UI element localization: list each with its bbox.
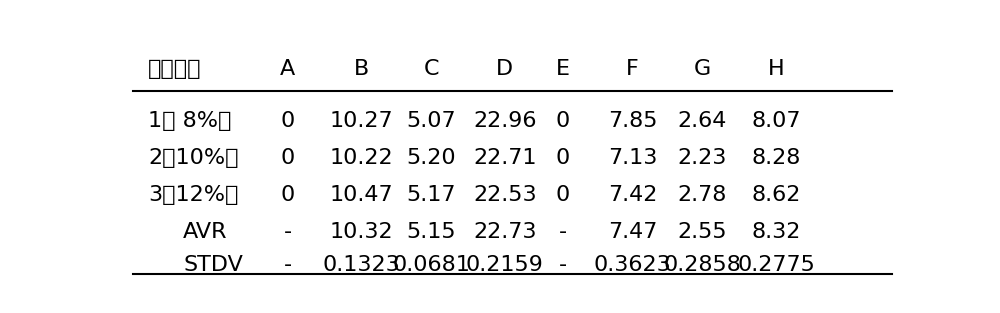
Text: 7.42: 7.42 bbox=[608, 185, 657, 205]
Text: -: - bbox=[284, 255, 292, 275]
Text: 5.07: 5.07 bbox=[406, 111, 456, 131]
Text: 2.78: 2.78 bbox=[678, 185, 727, 205]
Text: 0.2775: 0.2775 bbox=[737, 255, 815, 275]
Text: 7.85: 7.85 bbox=[608, 111, 657, 131]
Text: 0.0681: 0.0681 bbox=[392, 255, 470, 275]
Text: 10.22: 10.22 bbox=[330, 148, 393, 168]
Text: 10.32: 10.32 bbox=[330, 222, 393, 242]
Text: 2.64: 2.64 bbox=[678, 111, 727, 131]
Text: -: - bbox=[284, 222, 292, 242]
Text: B: B bbox=[354, 59, 369, 79]
Text: 10.27: 10.27 bbox=[330, 111, 393, 131]
Text: 8.28: 8.28 bbox=[751, 148, 801, 168]
Text: H: H bbox=[768, 59, 784, 79]
Text: 5.17: 5.17 bbox=[406, 185, 456, 205]
Text: 5.20: 5.20 bbox=[406, 148, 456, 168]
Text: 5.15: 5.15 bbox=[406, 222, 456, 242]
Text: 0: 0 bbox=[556, 148, 570, 168]
Text: A: A bbox=[280, 59, 295, 79]
Text: 7.13: 7.13 bbox=[608, 148, 657, 168]
Text: 0.1323: 0.1323 bbox=[322, 255, 400, 275]
Text: G: G bbox=[694, 59, 711, 79]
Text: STDV: STDV bbox=[183, 255, 243, 275]
Text: E: E bbox=[556, 59, 570, 79]
Text: 0: 0 bbox=[556, 111, 570, 131]
Text: C: C bbox=[423, 59, 439, 79]
Text: 8.62: 8.62 bbox=[751, 185, 801, 205]
Text: 8.32: 8.32 bbox=[751, 222, 801, 242]
Text: -: - bbox=[559, 255, 567, 275]
Text: -: - bbox=[559, 222, 567, 242]
Text: 22.53: 22.53 bbox=[473, 185, 537, 205]
Text: D: D bbox=[496, 59, 513, 79]
Text: 7.47: 7.47 bbox=[608, 222, 657, 242]
Text: 0: 0 bbox=[556, 185, 570, 205]
Text: 0.3623: 0.3623 bbox=[594, 255, 672, 275]
Text: 0.2858: 0.2858 bbox=[663, 255, 741, 275]
Text: 0: 0 bbox=[281, 185, 295, 205]
Text: 8.07: 8.07 bbox=[751, 111, 801, 131]
Text: 10.47: 10.47 bbox=[330, 185, 393, 205]
Text: 0.2159: 0.2159 bbox=[466, 255, 544, 275]
Text: 22.73: 22.73 bbox=[473, 222, 536, 242]
Text: 1（ 8%）: 1（ 8%） bbox=[148, 111, 232, 131]
Text: 3（12%）: 3（12%） bbox=[148, 185, 239, 205]
Text: F: F bbox=[626, 59, 639, 79]
Text: AVR: AVR bbox=[183, 222, 228, 242]
Text: 2.55: 2.55 bbox=[678, 222, 727, 242]
Text: 22.96: 22.96 bbox=[473, 111, 536, 131]
Text: 2.23: 2.23 bbox=[678, 148, 727, 168]
Text: 2（10%）: 2（10%） bbox=[148, 148, 239, 168]
Text: 实验次数: 实验次数 bbox=[148, 59, 202, 79]
Text: 0: 0 bbox=[281, 111, 295, 131]
Text: 0: 0 bbox=[281, 148, 295, 168]
Text: 22.71: 22.71 bbox=[473, 148, 536, 168]
